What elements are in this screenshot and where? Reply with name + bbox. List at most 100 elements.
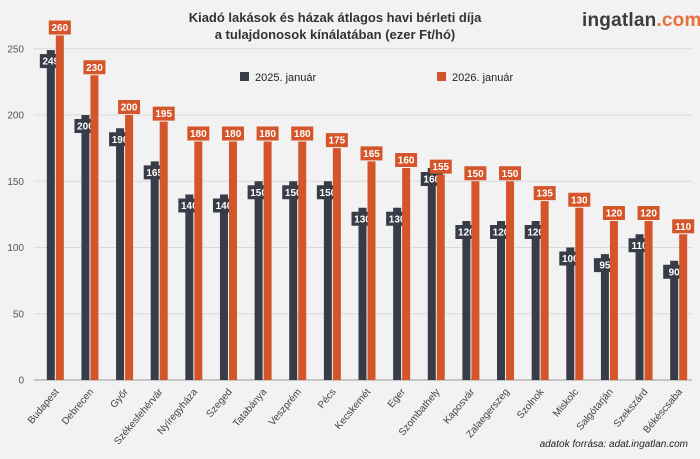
bar-2026 <box>575 207 584 380</box>
data-label: 100 <box>562 254 579 265</box>
data-label: 260 <box>51 23 68 34</box>
bar-2025 <box>46 50 55 380</box>
data-label: 165 <box>146 168 163 179</box>
data-label: 120 <box>640 209 657 220</box>
bar-2025 <box>427 168 436 380</box>
data-label: 195 <box>155 109 172 120</box>
y-tick-label: 50 <box>13 309 25 320</box>
data-label: 150 <box>467 169 484 180</box>
legend-label-2026: 2026. január <box>452 72 513 84</box>
data-label-box <box>672 219 695 234</box>
data-label-box <box>152 106 175 121</box>
data-label-box <box>118 100 141 114</box>
bar-2026 <box>540 201 549 380</box>
y-tick-label: 200 <box>7 111 24 122</box>
data-label-box <box>637 206 660 220</box>
y-axis-ticks: 0 50 100 150 200 250 <box>7 44 24 386</box>
data-label-box <box>395 153 418 167</box>
data-label-box <box>291 126 314 141</box>
data-label: 135 <box>536 189 553 200</box>
category-label: Tatabánya <box>231 387 269 430</box>
data-label: 160 <box>423 175 440 186</box>
data-label: 200 <box>121 103 138 114</box>
chart-title-line2: a tulajdonosok kínálatában (ezer Ft/hó) <box>214 27 456 42</box>
data-label: 200 <box>77 122 94 133</box>
data-label-box <box>83 60 106 75</box>
data-label: 160 <box>398 156 415 167</box>
data-label-box <box>325 133 348 148</box>
data-source-note: adatok forrása: adat.ingatlan.com <box>539 439 688 450</box>
data-label: 180 <box>259 129 276 140</box>
bars: 249 260 200 230 190 200 165 195 140 180 140 180 150 1… <box>39 20 695 380</box>
y-tick-label: 100 <box>7 243 24 254</box>
bar-2025 <box>393 207 402 380</box>
y-tick-label: 0 <box>18 376 24 387</box>
bar-2025 <box>150 161 159 380</box>
bar-2026 <box>471 181 480 380</box>
data-label-box <box>221 126 244 141</box>
data-label: 120 <box>527 228 544 239</box>
bar-2025 <box>358 207 367 380</box>
data-label: 150 <box>250 188 267 199</box>
bar-2025 <box>670 260 679 380</box>
data-label-box <box>568 192 591 207</box>
bar-2026 <box>332 148 341 380</box>
data-label: 110 <box>631 241 648 252</box>
data-label-box <box>533 186 556 201</box>
y-tick-label: 250 <box>7 44 24 55</box>
bar-2026 <box>679 234 688 380</box>
data-label: 90 <box>669 267 681 278</box>
bar-2026 <box>263 141 272 380</box>
data-label: 130 <box>389 214 406 225</box>
data-label: 180 <box>294 129 311 140</box>
bar-2026 <box>228 141 237 380</box>
bar-2026 <box>436 174 445 380</box>
data-label-box <box>602 206 625 220</box>
data-label: 140 <box>216 201 233 212</box>
bar-2025 <box>600 254 609 380</box>
data-label: 150 <box>502 169 519 180</box>
bar-2026 <box>194 141 203 380</box>
bar-2025 <box>289 181 298 380</box>
bar-2025 <box>254 181 263 380</box>
bar-2026 <box>159 121 168 380</box>
category-label: Salgótarján <box>575 387 616 433</box>
legend-label-2025: 2025. január <box>255 72 316 84</box>
category-label: Miskolc <box>551 387 581 420</box>
bar-2025 <box>116 128 125 380</box>
ingatlan-logo: ingatlan.com <box>582 10 700 32</box>
data-label: 165 <box>363 149 380 160</box>
data-label-box <box>256 126 279 141</box>
category-label: Szeged <box>205 387 235 420</box>
data-label: 249 <box>42 57 59 68</box>
data-label: 180 <box>190 129 207 140</box>
data-label: 150 <box>285 188 302 199</box>
data-label: 180 <box>225 129 242 140</box>
data-label: 190 <box>112 135 129 146</box>
category-label: Kaposvár <box>442 386 478 426</box>
data-label-box <box>429 159 452 174</box>
bar-2026 <box>55 35 64 380</box>
y-tick-label: 150 <box>7 177 24 188</box>
bar-2026 <box>644 221 653 380</box>
data-label: 150 <box>320 188 337 199</box>
category-label: Debrecen <box>60 387 96 427</box>
category-label: Eger <box>386 386 408 410</box>
bar-2026 <box>609 221 618 380</box>
bar-2026 <box>298 141 307 380</box>
bar-2026 <box>367 161 376 380</box>
category-label: Pécs <box>316 387 339 411</box>
bar-2025 <box>323 181 332 380</box>
bar-2026 <box>506 181 515 380</box>
bar-2025 <box>185 194 194 380</box>
bar-2025 <box>635 234 644 380</box>
data-label: 110 <box>675 222 692 233</box>
legend-swatch-2025 <box>240 72 249 81</box>
bar-2026 <box>90 75 99 380</box>
bar-2025 <box>531 221 540 380</box>
data-label-box <box>48 20 71 35</box>
data-label: 120 <box>493 228 510 239</box>
data-label-box <box>187 126 210 141</box>
